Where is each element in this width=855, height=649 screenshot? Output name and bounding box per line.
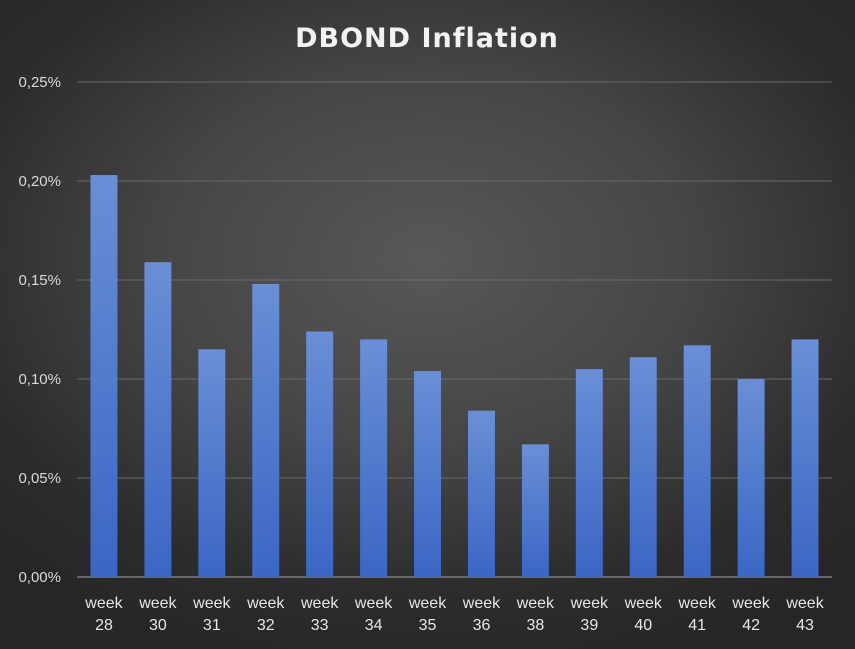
x-tick-label: week 30 <box>138 595 177 634</box>
chart-title: DBOND Inflation <box>295 23 559 54</box>
x-tick-label: week 34 <box>354 595 393 634</box>
x-tick-label: week 41 <box>677 595 716 634</box>
x-tick-label: week 31 <box>192 595 231 634</box>
y-tick-label: 0,00% <box>18 569 61 586</box>
gridlines <box>77 81 832 578</box>
bar <box>791 339 819 577</box>
x-tick-label: week 32 <box>246 595 285 634</box>
x-tick-label: week 40 <box>624 595 663 634</box>
x-tick-label: week 43 <box>785 595 824 634</box>
bar <box>252 283 280 577</box>
x-tick-label: week 28 <box>84 595 123 634</box>
bar <box>467 410 495 577</box>
x-tick-label: week 38 <box>516 595 555 634</box>
bar <box>306 331 334 577</box>
bar <box>90 175 118 577</box>
bars <box>90 175 819 577</box>
x-tick-label: week 35 <box>408 595 447 634</box>
y-tick-label: 0,15% <box>18 272 61 289</box>
bar <box>575 369 603 577</box>
y-tick-label: 0,05% <box>18 470 61 487</box>
y-tick-label: 0,10% <box>18 371 61 388</box>
y-axis-ticks: 0,00% 0,05% 0,10% 0,15% 0,20% 0,25% <box>18 74 61 586</box>
x-tick-label: week 42 <box>731 595 770 634</box>
x-axis-labels: week 28 week 30 week 31 week 32 week 33 week 34 week… <box>84 595 824 634</box>
x-tick-label: week 36 <box>462 595 501 634</box>
bar <box>521 444 549 577</box>
y-tick-label: 0,20% <box>18 173 61 190</box>
bar <box>737 379 765 577</box>
bar <box>414 371 442 577</box>
bar <box>144 262 172 577</box>
bar <box>683 345 711 577</box>
bar <box>360 339 388 577</box>
y-tick-label: 0,25% <box>18 74 61 91</box>
bar <box>198 349 226 577</box>
bar <box>629 357 657 577</box>
x-tick-label: week 33 <box>300 595 339 634</box>
x-tick-label: week 39 <box>570 595 609 634</box>
